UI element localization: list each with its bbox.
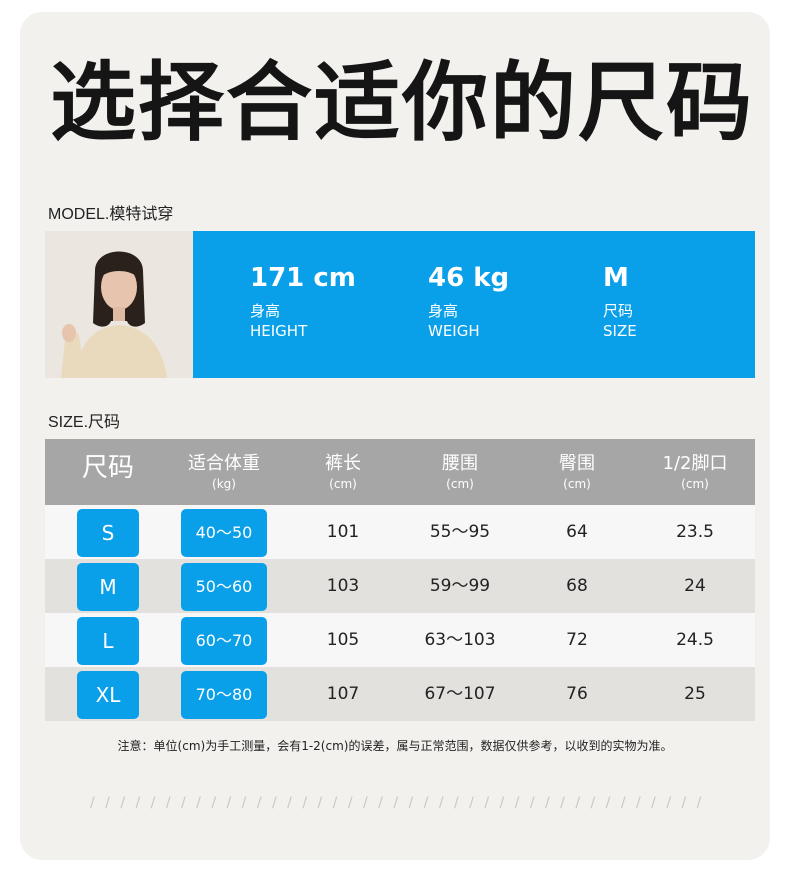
size-label-cn: 尺码 (603, 301, 637, 321)
size-cell: L (77, 617, 139, 665)
model-photo (45, 231, 193, 378)
weight-label-cn: 身高 (428, 301, 509, 321)
hem-cell: 23.5 (635, 505, 755, 559)
length-cell: 107 (285, 667, 401, 721)
model-section-label: MODEL.模特试穿 (48, 200, 173, 224)
weight-value: 46 kg (428, 261, 509, 295)
header-hip: 臀围 (cm) (519, 439, 635, 505)
weight-cell: 60～70 (181, 617, 267, 665)
waist-cell: 67～107 (401, 667, 519, 721)
header-hem: 1/2脚口 (cm) (635, 439, 755, 505)
size-label-en: SIZE (603, 321, 637, 341)
height-label-cn: 身高 (250, 301, 356, 321)
size-value: M (603, 261, 637, 295)
length-cell: 105 (285, 613, 401, 667)
hem-cell: 24.5 (635, 613, 755, 667)
length-cell: 101 (285, 505, 401, 559)
table-header: 尺码 适合体重 (kg) 裤长 (cm) 腰围 (cm) 臀围 (cm) 1/2… (45, 439, 755, 505)
height-stat: 171 cm 身高 HEIGHT (250, 261, 356, 341)
hem-cell: 24 (635, 559, 755, 613)
model-stats-panel: 171 cm 身高 HEIGHT 46 kg 身高 WEIGH M 尺码 SIZ… (193, 231, 755, 378)
hip-cell: 64 (519, 505, 635, 559)
hip-cell: 76 (519, 667, 635, 721)
weight-label-en: WEIGH (428, 321, 509, 341)
waist-cell: 63～103 (401, 613, 519, 667)
height-label-en: HEIGHT (250, 321, 356, 341)
weight-stat: 46 kg 身高 WEIGH (428, 261, 509, 341)
table-row: XL 70～80 107 67～107 76 25 (45, 667, 755, 721)
size-cell: S (77, 509, 139, 557)
header-length: 裤长 (cm) (285, 439, 401, 505)
table-row: L 60～70 105 63～103 72 24.5 (45, 613, 755, 667)
height-value: 171 cm (250, 261, 356, 295)
model-info-band: 171 cm 身高 HEIGHT 46 kg 身高 WEIGH M 尺码 SIZ… (45, 231, 755, 378)
waist-cell: 59～99 (401, 559, 519, 613)
table-row: M 50～60 103 59～99 68 24 (45, 559, 755, 613)
weight-cell: 70～80 (181, 671, 267, 719)
weight-cell: 40～50 (181, 509, 267, 557)
size-cell: M (77, 563, 139, 611)
size-stat: M 尺码 SIZE (603, 261, 637, 341)
size-section-label: SIZE.尺码 (48, 408, 120, 432)
header-waist: 腰围 (cm) (401, 439, 519, 505)
size-table: 尺码 适合体重 (kg) 裤长 (cm) 腰围 (cm) 臀围 (cm) 1/2… (45, 439, 755, 721)
waist-cell: 55～95 (401, 505, 519, 559)
decorative-slashes: / / / / / / / / / / / / / / / / / / / / … (90, 795, 710, 811)
header-size: 尺码 (45, 439, 171, 505)
length-cell: 103 (285, 559, 401, 613)
measurement-note: 注意：单位(cm)为手工测量，会有1-2(cm)的误差，属与正常范围，数据仅供参… (0, 737, 790, 754)
page-title: 选择合适你的尺码 (50, 48, 754, 158)
hip-cell: 72 (519, 613, 635, 667)
hip-cell: 68 (519, 559, 635, 613)
size-cell: XL (77, 671, 139, 719)
hem-cell: 25 (635, 667, 755, 721)
weight-cell: 50～60 (181, 563, 267, 611)
table-row: S 40～50 101 55～95 64 23.5 (45, 505, 755, 559)
header-weight: 适合体重 (kg) (171, 439, 277, 505)
